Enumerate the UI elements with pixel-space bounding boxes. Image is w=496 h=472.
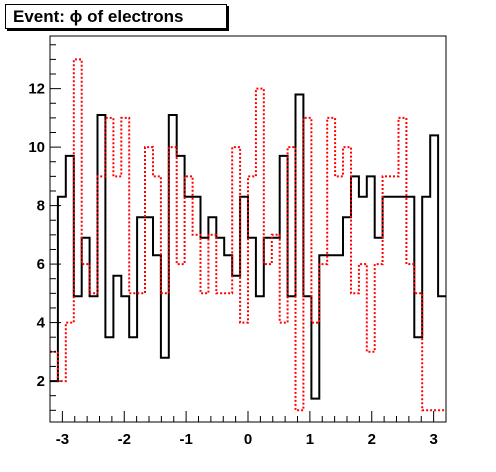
- y-tick-label: 10: [28, 139, 45, 156]
- series-line-0: [50, 93, 446, 400]
- x-tick-label: -3: [56, 431, 69, 448]
- chart-title: Event: ϕ of electrons: [13, 7, 184, 26]
- x-tick-label: 2: [368, 431, 376, 448]
- y-tick-label: 4: [37, 315, 46, 332]
- y-tick-label: 8: [37, 198, 45, 215]
- y-tick-label: 12: [28, 81, 45, 98]
- x-tick-label: 0: [244, 431, 252, 448]
- series-layer: [50, 58, 446, 412]
- x-tick-label: 3: [429, 431, 437, 448]
- x-tick-label: -1: [179, 431, 192, 448]
- chart-title-box: Event: ϕ of electrons: [5, 4, 227, 29]
- y-tick-label: 6: [37, 256, 45, 273]
- series-line-1: [50, 58, 446, 412]
- y-tick-label: 2: [37, 373, 45, 390]
- x-tick-label: 1: [306, 431, 314, 448]
- x-tick-label: -2: [118, 431, 131, 448]
